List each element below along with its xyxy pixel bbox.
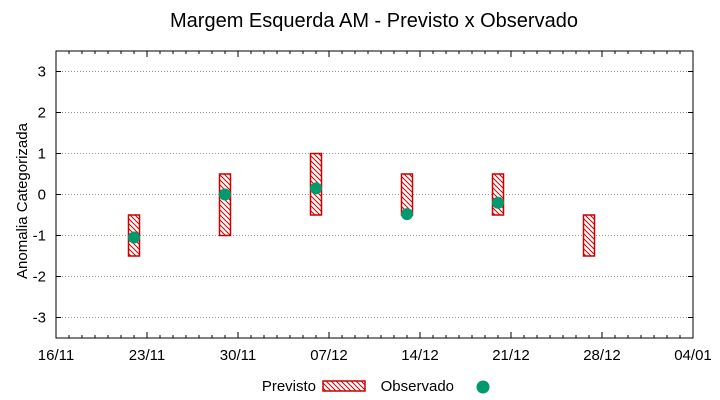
previsto-box: [582, 214, 596, 257]
legend-label-observado: Observado: [381, 378, 454, 395]
observado-series: [128, 182, 504, 244]
previsto-box: [218, 173, 232, 237]
x-tick-label: 23/11: [129, 347, 165, 364]
observado-point: [492, 196, 504, 209]
legend-swatch-previsto: [322, 380, 366, 392]
x-tick-label: 16/11: [38, 347, 74, 364]
x-tick-label: 04/01: [674, 347, 712, 364]
previsto-series: [127, 152, 596, 257]
x-tick-label: 30/11: [220, 347, 256, 364]
legend: Previsto Observado: [262, 378, 490, 395]
x-tick-label: 14/12: [401, 347, 439, 364]
y-tick-label: 1: [38, 146, 46, 163]
observado-point: [401, 208, 413, 221]
y-tick-label: -3: [33, 310, 46, 327]
legend-label-previsto: Previsto: [262, 378, 316, 395]
observado-point: [310, 182, 322, 195]
y-tick-label: 3: [38, 64, 46, 81]
x-tick-label: 28/12: [583, 347, 621, 364]
previsto-box: [491, 173, 505, 216]
y-tick-labels: -3 -2 -1 0 1 2 3: [33, 64, 46, 327]
observado-point: [219, 188, 231, 201]
y-axis-label: Anomalia Categorizada: [14, 122, 31, 279]
axis-ticks: [55, 51, 694, 338]
y-tick-label: 2: [38, 105, 46, 122]
x-tick-label: 07/12: [310, 347, 348, 364]
y-tick-label: -2: [33, 269, 46, 286]
gridlines: [56, 71, 693, 318]
x-tick-label: 21/12: [492, 347, 530, 364]
chart-title: Margem Esquerda AM - Previsto x Observad…: [170, 10, 578, 32]
y-tick-label: 0: [38, 187, 46, 204]
legend-marker-observado: [476, 380, 490, 394]
x-tick-labels: 16/11 23/11 30/11 07/12 14/12 21/12 28/12 04/01: [38, 347, 712, 364]
y-tick-label: -1: [33, 228, 46, 245]
observado-point: [128, 231, 140, 244]
